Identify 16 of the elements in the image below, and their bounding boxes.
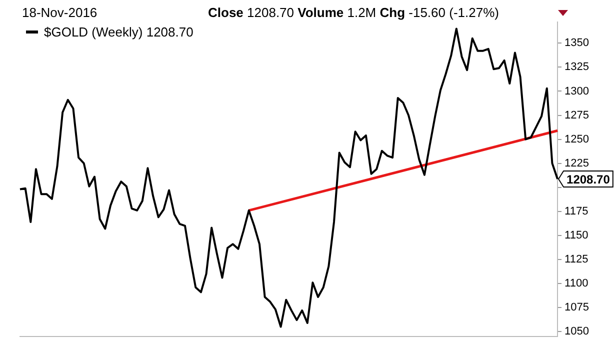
y-tick-label: 1175 [564,205,588,218]
y-tick-label: 1150 [564,229,588,242]
legend-label: $GOLD (Weekly) 1208.70 [44,24,194,40]
y-tick-label: 1325 [564,61,590,74]
chart-title: 18-Nov-2016 [22,5,98,20]
text: 1208.70 [566,172,610,186]
y-tick-label: 1100 [564,278,588,290]
y-tick-label: 1225 [564,157,590,170]
chart-subtitle: Close 1208.70 Volume 1.2M Chg -15.60 (-1.27%) [208,5,499,20]
y-tick-label: 1050 [564,326,590,338]
y-tick-label: 1350 [564,37,590,50]
y-tick-label: 1075 [564,302,590,314]
y-tick-label: 1275 [564,109,590,122]
y-tick-label: 1250 [564,133,590,146]
y-tick-label: 1300 [564,85,590,98]
y-tick-label: 1125 [564,254,588,266]
